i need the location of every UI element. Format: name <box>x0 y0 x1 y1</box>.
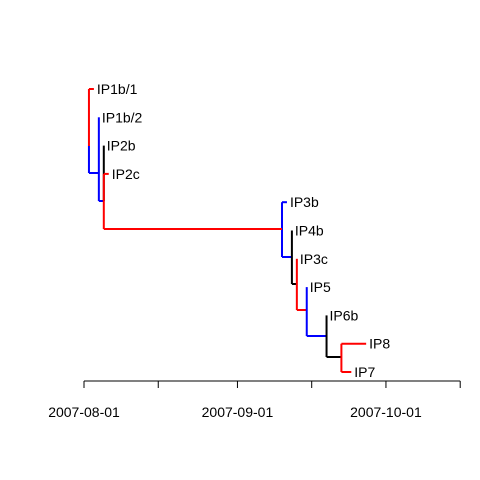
tip-label-IP3c: IP3c <box>300 251 328 267</box>
axis-tick-label: 2007-08-01 <box>48 404 120 420</box>
time-axis: 2007-08-01 2007-09-01 2007-10-01 <box>48 380 461 420</box>
tip-label-IP1b_1: IP1b/1 <box>97 81 138 97</box>
tip-labels: IP1b/1 IP1b/2 IP2b IP2c IP3b IP4b IP3c IP5 IP6b I… <box>97 81 390 380</box>
axis-tick-label: 2007-10-01 <box>350 404 422 420</box>
tip-label-IP2c: IP2c <box>112 166 140 182</box>
tree-branches <box>87 88 367 373</box>
axis-tick-label: 2007-09-01 <box>202 404 274 420</box>
tip-label-IP1b_2: IP1b/2 <box>102 109 143 125</box>
tip-label-IP4b: IP4b <box>295 223 324 239</box>
tip-label-IP5: IP5 <box>310 279 331 295</box>
tip-label-IP7: IP7 <box>354 364 375 380</box>
tip-label-IP3b: IP3b <box>290 194 319 210</box>
tip-label-IP8: IP8 <box>369 336 390 352</box>
tip-label-IP2b: IP2b <box>107 138 136 154</box>
tip-label-IP6b: IP6b <box>330 307 359 323</box>
